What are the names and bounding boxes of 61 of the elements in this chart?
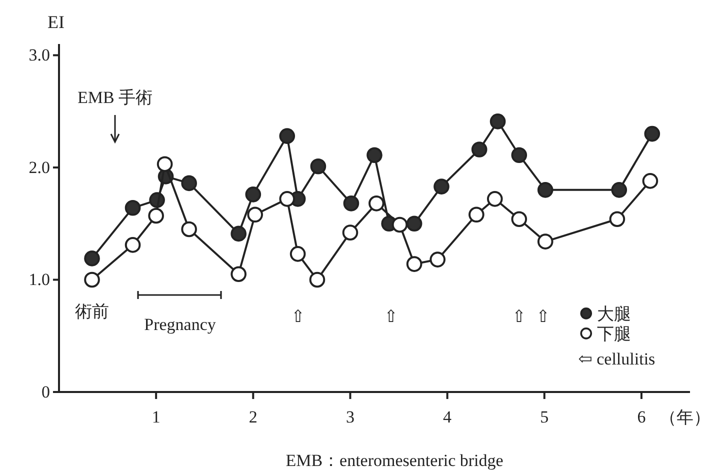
point	[181, 221, 197, 238]
point	[644, 126, 660, 142]
point	[247, 206, 264, 223]
x-tick-label: 4	[443, 407, 452, 426]
point	[368, 196, 384, 212]
point	[406, 256, 422, 272]
point	[342, 224, 358, 240]
point	[392, 216, 408, 233]
point	[230, 226, 246, 242]
point	[511, 147, 528, 164]
point	[310, 158, 326, 174]
x-axis-title: （年）	[659, 408, 710, 427]
point	[511, 211, 528, 228]
point	[611, 182, 628, 198]
legend-label: 大腿	[597, 304, 632, 324]
annotation: ⇧	[512, 307, 526, 326]
annotation: ⇧	[290, 307, 306, 326]
point	[84, 272, 100, 288]
point	[642, 173, 658, 189]
point	[366, 147, 382, 164]
annotation: 術前	[75, 302, 109, 321]
point	[609, 211, 626, 228]
point	[245, 186, 262, 202]
point	[309, 272, 326, 288]
x-tick-label: 5	[540, 407, 549, 426]
point	[148, 208, 164, 224]
point	[124, 200, 141, 216]
point	[181, 175, 197, 192]
point	[84, 250, 100, 266]
legend-label: 下腿	[597, 324, 632, 344]
point	[468, 206, 484, 223]
point	[537, 234, 554, 250]
point	[486, 191, 503, 207]
text: EMB：enteromesenteric bridge	[286, 451, 504, 470]
point	[406, 216, 422, 232]
annotation: ⇦ cellulitis	[578, 349, 656, 368]
point	[343, 196, 360, 212]
point	[230, 266, 246, 282]
y-tick-label: 0	[42, 382, 50, 402]
point	[156, 156, 173, 172]
x-tick-label: 3	[346, 407, 354, 426]
point	[471, 142, 488, 158]
x-tick-label: 6	[637, 407, 646, 426]
point	[124, 237, 141, 253]
point	[537, 182, 554, 198]
y-axis-title: EI	[48, 12, 64, 32]
annotation: EMB 手術	[77, 88, 153, 107]
point	[290, 246, 306, 262]
point	[279, 128, 296, 144]
x-tick-label: 1	[152, 407, 160, 426]
x-tick-label: 2	[248, 407, 258, 426]
point	[434, 178, 450, 194]
y-tick-label: 1.0	[28, 270, 50, 290]
point	[490, 114, 506, 130]
point	[430, 252, 446, 268]
y-tick-label: 3.0	[28, 46, 50, 65]
point	[279, 191, 296, 207]
annotation: ⇧	[384, 307, 398, 326]
annotation: ⇧	[536, 307, 550, 326]
annotation: Pregnancy	[144, 315, 216, 334]
y-tick-label: 2.0	[28, 158, 50, 177]
